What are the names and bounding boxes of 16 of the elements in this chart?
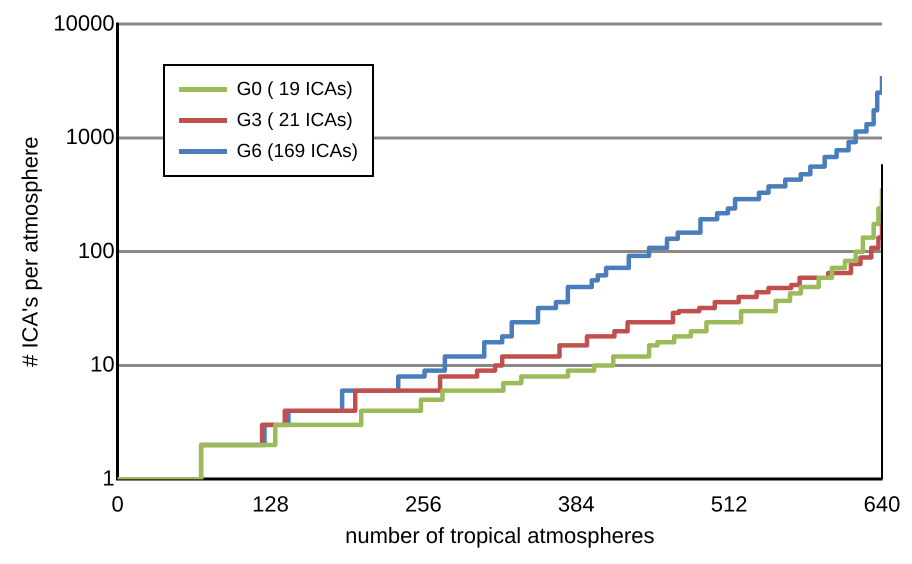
x-tick-label: 512 [710, 491, 748, 516]
legend-label: G0 ( 19 ICAs) [236, 78, 353, 101]
legend-label: G3 ( 21 ICAs) [236, 110, 353, 132]
x-tick-label: 640 [864, 491, 900, 516]
y-axis-title: # ICA's per atmosphere [17, 136, 42, 367]
x-axis-title: number of tropical atmospheres [345, 522, 654, 548]
legend-label: G6 (169 ICAs) [236, 140, 358, 163]
y-tick-label: 1000 [66, 124, 115, 150]
x-tick-label: 128 [252, 491, 289, 516]
x-tick-label: 256 [404, 491, 442, 516]
y-tick-label: 10 [90, 352, 115, 377]
y-tick-label: 100 [78, 238, 115, 263]
x-tick-label: 0 [111, 491, 124, 516]
x-tick-label: 384 [558, 491, 595, 516]
y-tick-label: 1 [102, 465, 115, 490]
y-tick-label: 10000 [53, 10, 115, 36]
